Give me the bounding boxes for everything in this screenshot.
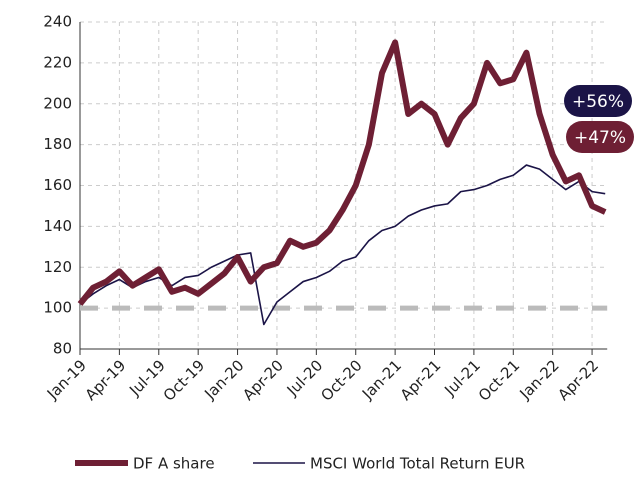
x-tick-label: Apr-20 <box>239 356 287 404</box>
x-tick-label: Apr-21 <box>397 356 445 404</box>
y-tick-label: 120 <box>43 258 72 276</box>
y-tick-label: 240 <box>43 13 72 31</box>
y-tick-label: 140 <box>43 217 72 235</box>
x-tick-label: Oct-19 <box>160 356 208 404</box>
legend-label: MSCI World Total Return EUR <box>310 455 525 473</box>
x-tick-label: Jan-19 <box>43 356 90 403</box>
y-tick-label: 220 <box>43 53 72 71</box>
x-tick-label: Oct-21 <box>475 356 523 404</box>
annotation-bubble <box>564 85 632 117</box>
y-tick-label: 180 <box>43 135 72 153</box>
x-tick-label: Oct-20 <box>317 356 365 404</box>
y-tick-label: 100 <box>43 299 72 317</box>
x-tick-label: Jan-22 <box>516 356 563 403</box>
line-series <box>77 39 607 306</box>
y-tick-label: 200 <box>43 94 72 112</box>
x-tick-label: Apr-19 <box>82 356 130 404</box>
line-series <box>79 164 606 326</box>
x-tick-label: Jan-20 <box>200 356 247 403</box>
legend-label: DF A share <box>133 455 215 473</box>
y-tick-label: 160 <box>43 176 72 194</box>
annotation: +47% <box>574 128 626 148</box>
x-tick-label: Apr-22 <box>554 356 602 404</box>
annotation: +56% <box>572 92 624 112</box>
x-tick-label: Jan-21 <box>358 356 405 403</box>
annotation-bubble <box>566 121 634 153</box>
y-tick-label: 80 <box>53 340 72 358</box>
